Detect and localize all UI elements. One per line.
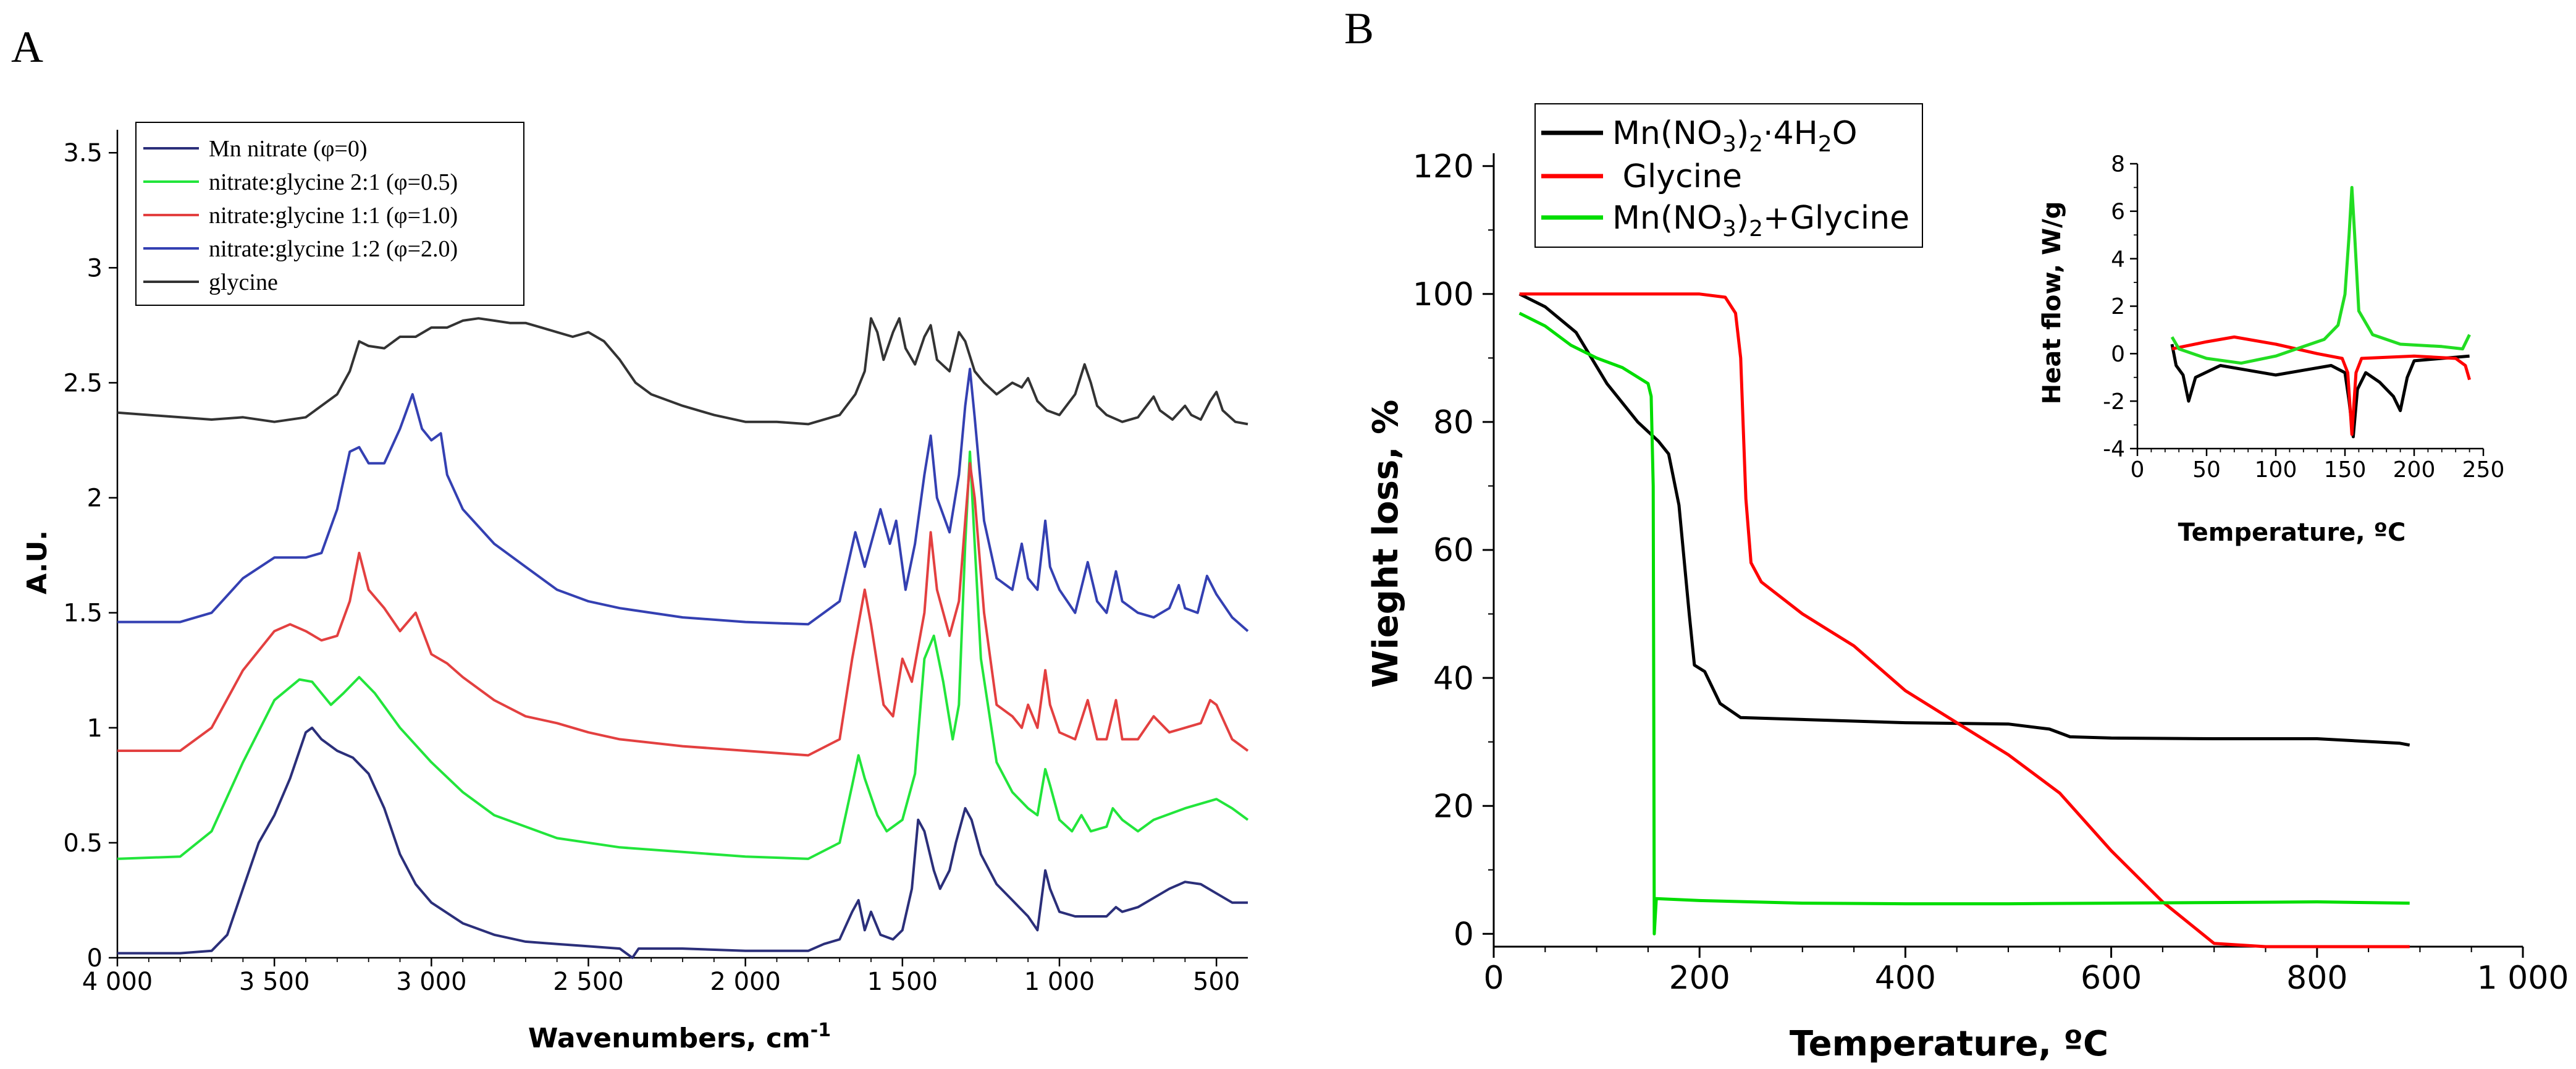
tga-x-tick-label: 400 [1875,960,1936,997]
dsc-y-tick-label: 4 [2111,247,2125,272]
ftir-series-line-2 [117,462,1249,757]
dsc-series-line-1 [2171,335,2472,436]
ftir-series-line-4 [117,317,1248,426]
tga-y-tick-label: 100 [1413,276,1474,313]
dsc-series-line-2 [2170,185,2471,365]
tga-y-tick-label: 40 [1433,660,1474,697]
ftir-legend-label-3: nitrate:glycine 1:2 (φ=2.0) [209,236,458,262]
tga-y-tick-label: 20 [1433,788,1474,825]
tga-axes [1483,153,2524,958]
tga-y-axis-title: Wieght loss, % [1366,400,1406,688]
panel-a-letter: A [11,22,43,72]
dsc-y-tick-label: 0 [2111,342,2125,367]
ftir-legend-box [135,122,524,306]
tga-y-tick-label: 80 [1433,404,1474,441]
tga-legend-label-2: Mn(NO3)2+Glycine [1612,200,1909,242]
ftir-x-tick-label: 3 500 [239,968,310,996]
tga-series-line-0 [1518,292,2410,747]
dsc-y-tick-label: 2 [2111,294,2125,319]
ftir-legend-items: Mn nitrate (φ=0) nitrate:glycine 2:1 (φ=0… [143,136,458,295]
ftir-legend-label-0: Mn nitrate (φ=0) [209,136,368,162]
tga-x-tick-label: 200 [1669,960,1730,997]
dsc-y-axis-title: Heat flow, W/g [2038,201,2066,405]
dsc-tick-labels: 0 50 100 150 200 250 -4 -2 0 2 4 6 8 [2103,152,2504,483]
ftir-series-line-3 [117,368,1249,632]
ftir-x-tick-label: 1 000 [1024,968,1095,996]
ftir-y-axis-title: A.U. [22,530,53,594]
ftir-y-tick-label: 3.5 [63,139,103,167]
dsc-y-tick-label: 6 [2111,199,2125,224]
dsc-y-tick-label: 8 [2111,152,2125,177]
tga-legend: Mn(NO3)2·4H2O Glycine Mn(NO3)2+Glycine [1534,103,1923,248]
ftir-y-tick-label: 2.5 [63,369,103,397]
ftir-x-tick-label: 2 000 [710,968,781,996]
tga-x-tick-label: 600 [2081,960,2142,997]
tga-x-tick-label: 800 [2286,960,2347,997]
ftir-axes [109,130,1248,966]
ftir-chart: 4 000 3 500 3 000 2 500 2 000 1 500 1 000 500 0 0… [22,122,1249,1054]
dsc-x-tick-label: 100 [2255,457,2297,483]
ftir-y-tick-label: 0.5 [63,829,103,858]
tga-y-tick-label: 60 [1433,532,1474,569]
tga-series-line-2 [1518,311,2410,936]
dsc-x-tick-label: 200 [2393,457,2436,483]
ftir-series-group [117,317,1249,959]
ftir-series-line-0 [117,726,1248,959]
dsc-x-tick-label: 150 [2324,457,2367,483]
dsc-axes [2130,163,2485,456]
tga-legend-label-1: Glycine [1612,158,1742,195]
tga-y-tick-label: 0 [1454,916,1474,953]
ftir-x-axis-title-sup: -1 [810,1020,831,1041]
ftir-x-tick-label: 3 000 [396,968,467,996]
ftir-series-line-1 [117,450,1249,860]
ftir-y-tick-label: 0 [87,944,103,973]
dsc-x-tick-label: 250 [2462,457,2505,483]
dsc-x-tick-label: 0 [2131,457,2145,483]
ftir-legend-label-4: glycine [209,269,278,295]
ftir-legend-label-2: nitrate:glycine 1:1 (φ=1.0) [209,203,458,229]
ftir-tick-labels: 4 000 3 500 3 000 2 500 2 000 1 500 1 000 500 0 0… [63,139,1240,996]
dsc-inset-chart: 0 50 100 150 200 250 -4 -2 0 2 4 6 8 Temperature, ºC… [2038,152,2504,547]
tga-x-axis-title: Temperature, ºC [1790,1024,2108,1064]
dsc-series-line-0 [2170,344,2470,439]
dsc-x-tick-label: 50 [2192,457,2221,483]
ftir-y-tick-label: 1 [87,714,103,743]
ftir-y-tick-label: 2 [87,484,103,513]
tga-x-tick-label: 0 [1483,960,1504,997]
ftir-x-tick-label: 4 000 [82,968,153,996]
ftir-x-axis-title: Wavenumbers, cm-1 [528,1020,831,1054]
ftir-legend-label-1: nitrate:glycine 2:1 (φ=0.5) [209,169,458,195]
tga-x-tick-label: 1 000 [2477,960,2569,997]
ftir-x-tick-label: 500 [1193,968,1240,996]
tga-series-group [1518,292,2410,949]
tga-y-tick-label: 120 [1413,148,1474,185]
dsc-y-tick-label: -2 [2103,389,2125,415]
tga-series-line-1 [1519,292,2410,949]
dsc-x-axis-title: Temperature, ºC [2178,518,2406,547]
ftir-y-tick-label: 3 [87,254,103,282]
ftir-y-tick-label: 1.5 [63,599,103,628]
dsc-series-group [2170,185,2472,439]
panel-b-letter: B [1344,4,1374,53]
dsc-y-tick-label: -4 [2103,437,2125,462]
ftir-legend: Mn nitrate (φ=0) nitrate:glycine 2:1 (φ=0… [135,122,524,306]
ftir-x-tick-label: 1 500 [867,968,938,996]
tga-legend-label-0: Mn(NO3)2·4H2O [1612,115,1858,157]
ftir-x-tick-label: 2 500 [553,968,624,996]
